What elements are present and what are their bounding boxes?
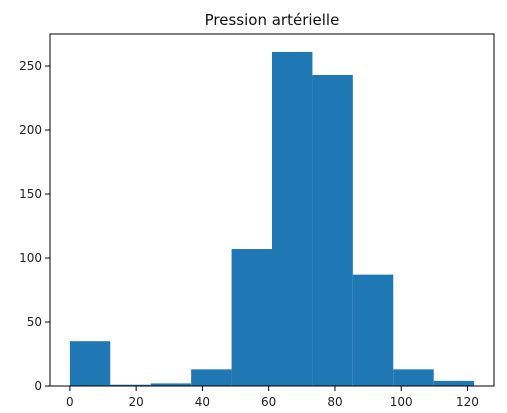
plot-frame <box>49 33 495 387</box>
y-tick-label-1: 50 <box>27 315 42 329</box>
y-tick-label-3: 150 <box>19 187 42 201</box>
histogram-bar-5 <box>272 51 313 387</box>
y-tick-label-4: 200 <box>19 123 42 137</box>
histogram-bar-4 <box>231 249 272 386</box>
x-tick-label-3: 60 <box>261 395 276 409</box>
histogram-bar-0 <box>69 341 111 386</box>
histogram-bar-7 <box>352 274 394 386</box>
x-tick-label-4: 80 <box>327 395 342 409</box>
x-tick-label-2: 40 <box>195 395 210 409</box>
x-tick-label-5: 100 <box>390 395 413 409</box>
y-tick-label-2: 100 <box>19 251 42 265</box>
y-axis: 0 50 100 150 200 250 <box>19 59 50 393</box>
y-tick-label-0: 0 <box>34 379 42 393</box>
x-tick-label-6: 120 <box>456 395 479 409</box>
y-tick-label-5: 250 <box>19 59 42 73</box>
histogram-bar-2 <box>150 383 192 386</box>
x-tick-label-0: 0 <box>66 395 74 409</box>
bars-layer <box>69 51 475 387</box>
x-tick-label-1: 20 <box>129 395 144 409</box>
histogram-bar-1 <box>110 384 151 386</box>
chart-title: Pression artérielle <box>205 11 340 29</box>
histogram-bar-8 <box>393 369 434 386</box>
histogram-bar-3 <box>191 369 232 386</box>
histogram-bar-6 <box>312 74 353 387</box>
x-axis: 0 20 40 60 80 100 120 <box>66 386 479 409</box>
histogram-bar-9 <box>433 380 475 386</box>
